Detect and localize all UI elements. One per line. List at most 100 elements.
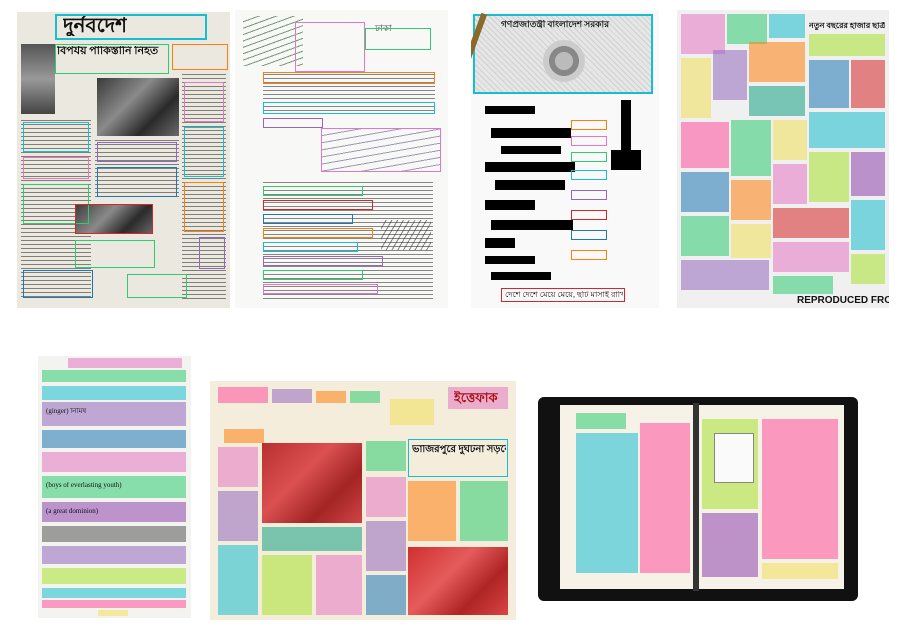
region: [731, 120, 771, 176]
layout-box: [263, 200, 373, 210]
headline-box: [55, 44, 169, 74]
region: [448, 387, 508, 409]
region: [762, 419, 838, 559]
headline-text: বিপর্যয় পাকিস্তানি নিহত: [57, 46, 159, 57]
region: [773, 164, 807, 204]
region: [218, 545, 258, 615]
footer-text: দেশে দেশে মেয়ে মেয়ে, ছটি মাসাই রাখিই: [505, 291, 623, 299]
region: [773, 208, 849, 238]
region: [809, 112, 885, 148]
redaction: [491, 220, 573, 230]
region: [640, 423, 690, 573]
region: [713, 50, 747, 100]
region: [316, 391, 346, 403]
footer-box: [501, 288, 625, 302]
panel-newspaper-2: নতুন বছরের হাজার ছাত্রী REPRODUCED FRO: [677, 10, 889, 308]
layout-box: [23, 122, 89, 152]
redaction: [485, 238, 515, 248]
region: [262, 443, 362, 523]
region: [262, 527, 362, 551]
region: [460, 481, 508, 541]
layout-box: [23, 270, 93, 298]
region: [218, 387, 268, 403]
layout-box: [263, 214, 353, 224]
layout-box: [97, 142, 177, 162]
layout-box: [571, 210, 607, 220]
redaction: [621, 100, 631, 150]
layout-box: [263, 256, 383, 266]
redaction: [495, 180, 565, 190]
region: [749, 42, 805, 82]
region: [390, 399, 434, 425]
masthead-text: দুর্নবদেশ: [63, 16, 127, 36]
layout-box: [365, 28, 431, 50]
region: [272, 389, 312, 403]
right-headline-box: [172, 44, 228, 70]
layout-box: [571, 190, 607, 200]
pasted-note: [714, 433, 754, 483]
bottom-photo: [408, 547, 508, 615]
layout-box: [571, 152, 607, 162]
region: [681, 58, 711, 118]
layout-box: [184, 127, 224, 177]
region: [42, 370, 186, 382]
region: [42, 452, 186, 472]
region: [851, 60, 885, 108]
region: [851, 200, 885, 250]
redaction: [485, 256, 535, 264]
region: [224, 429, 264, 443]
region: [316, 555, 362, 615]
signature-block: [321, 128, 441, 172]
region: [731, 224, 771, 258]
text-lines: [182, 74, 226, 300]
signature-scribble: [381, 220, 431, 250]
layout-box: [571, 170, 607, 180]
center-photo: [97, 78, 179, 136]
redaction: [501, 146, 561, 154]
redaction: [485, 162, 575, 172]
region: [366, 441, 406, 471]
region: [773, 242, 849, 272]
region: [809, 34, 885, 56]
masthead-box: [55, 14, 207, 40]
region: [42, 502, 186, 522]
redaction: [485, 106, 535, 114]
region: [769, 14, 805, 38]
region: [42, 526, 186, 542]
layout-box: [263, 72, 435, 84]
layout-box: [263, 186, 363, 196]
text-lines: [95, 140, 179, 200]
region: [809, 60, 849, 108]
layout-box: [571, 230, 607, 240]
region: [681, 122, 729, 168]
panel-open-book: [536, 393, 860, 605]
region: [749, 86, 805, 116]
region: [366, 477, 406, 517]
layout-box: [23, 157, 89, 179]
region: [42, 476, 186, 498]
layout-box: [263, 118, 323, 128]
left-photo: [21, 44, 55, 114]
region: [98, 610, 128, 616]
panel-newspaper-3: ইত্তেফাক ভাজিরপুরে দুর্ঘটনা সড়কে নিহত ১…: [210, 381, 516, 620]
region: [851, 152, 885, 196]
scribble-area: [243, 16, 303, 66]
snippet-text: (boys of everlasting youth): [46, 482, 122, 489]
panel-handwritten-letter: ঢাকা: [235, 10, 448, 308]
region: [42, 386, 186, 400]
redaction: [491, 272, 551, 280]
region: [366, 575, 406, 615]
layout-box: [295, 22, 365, 72]
layout-box: [263, 102, 435, 114]
text-lines: [263, 74, 435, 114]
region: [218, 447, 258, 487]
layout-box: [263, 284, 378, 294]
region: [42, 588, 186, 598]
region: [42, 600, 186, 608]
book-spine: [693, 403, 699, 591]
redaction: [491, 128, 571, 138]
snippet-text: (a great dominion): [46, 508, 99, 515]
layout-box: [571, 120, 607, 130]
headline-text: নতুন বছরের হাজার ছাত্রী: [809, 22, 885, 30]
region: [851, 254, 885, 284]
